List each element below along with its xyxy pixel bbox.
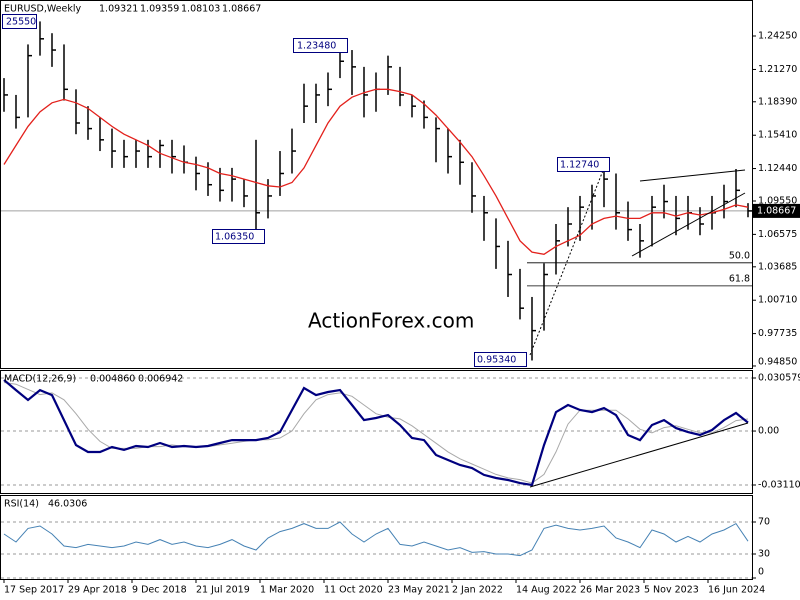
x-tick-label: 21 Jul 2019 — [196, 585, 250, 596]
x-tick-label: 26 Mar 2023 — [580, 585, 640, 596]
annotation-label: 1.23480 — [297, 41, 336, 52]
annotation-box — [557, 157, 610, 172]
annotation: 25550 1.23480 1.06350 0.95340 1.12740 — [2, 14, 610, 367]
channel-lower-line — [631, 192, 746, 257]
price-header-value: 1.09359 — [140, 4, 179, 15]
y-tick-label: 70 — [758, 517, 770, 528]
y-tick-label: 1.24250 — [758, 31, 797, 42]
annotation-label: 1.12740 — [560, 160, 599, 171]
y-tick-label: 0 — [758, 567, 764, 578]
x-tick-label: 16 Jun 2024 — [708, 585, 765, 596]
x-tick-label: 11 Oct 2020 — [324, 585, 383, 596]
x-tick-label: 1 Mar 2020 — [260, 585, 314, 596]
dotted-trend-line — [529, 162, 607, 356]
x-tick-label: 9 Dec 2018 — [132, 585, 187, 596]
line-series — [3, 379, 749, 487]
watermark: ActionForex.com — [308, 309, 474, 333]
rsi-header-value: 46.0306 — [48, 499, 87, 510]
x-tick-label: 14 Aug 2022 — [516, 585, 577, 596]
x-tick-label: 29 Apr 2018 — [68, 585, 127, 596]
price-header-value: 1.09321 — [99, 4, 138, 15]
annotation-box — [474, 352, 527, 367]
rsi-header-title: RSI(14) — [4, 499, 39, 510]
plot-layer: 1.24250 1.21270 1.18390 1.15410 1.12440 1.095… — [1, 21, 800, 596]
y-tick-label: 0.030579 — [758, 372, 800, 383]
price-header-title: EURUSD,Weekly — [4, 4, 82, 15]
macd-trend-line — [529, 422, 749, 488]
y-tick-label: 1.00710 — [758, 295, 797, 306]
line-series — [3, 88, 749, 255]
fib-label: 50.0 — [729, 250, 750, 261]
x-tick-label: 23 May 2021 — [388, 585, 450, 596]
channel-upper-line — [639, 169, 746, 182]
y-tick-label: 1.18390 — [758, 96, 797, 107]
x-tick-label: 2 Jan 2022 — [452, 585, 503, 596]
annotation-label: 0.95340 — [477, 355, 516, 366]
current-price-label: 1.08667 — [757, 205, 796, 216]
price-header-value: 1.08667 — [222, 4, 261, 15]
fib-label: 61.8 — [729, 273, 750, 284]
y-tick-label: 0.94850 — [758, 357, 797, 368]
y-tick-label: 1.12440 — [758, 163, 797, 174]
annotation-label: 1.06350 — [215, 232, 254, 243]
y-tick-label: 30 — [758, 549, 770, 560]
annotation-box — [2, 14, 37, 29]
macd-header-value: 0.004860 — [90, 374, 135, 385]
annotation-box — [212, 229, 265, 244]
y-tick-label: 1.09550 — [758, 195, 797, 206]
y-tick-label: -0.031108 — [758, 479, 800, 490]
macd-header-title: MACD(12,26,9) — [4, 374, 76, 385]
y-tick-label: 1.06575 — [758, 229, 797, 240]
current-price-box — [753, 203, 800, 218]
price-panel-frame — [0, 0, 753, 369]
rsi-panel-frame — [0, 495, 753, 580]
y-tick-label: 1.21270 — [758, 64, 797, 75]
y-tick-label: 0.97735 — [758, 328, 797, 339]
annotation-label: 25550 — [6, 17, 36, 28]
y-tick-label: 1.15410 — [758, 130, 797, 141]
price-header-value: 1.08103 — [181, 4, 220, 15]
macd-panel-frame — [0, 370, 753, 494]
line-series — [3, 521, 749, 557]
y-tick-label: 0.00 — [758, 426, 779, 437]
y-tick-label: 1.03685 — [758, 261, 797, 272]
x-tick-label: 17 Sep 2017 — [4, 585, 64, 596]
x-tick-label: 5 Nov 2023 — [644, 585, 699, 596]
annotation-box — [293, 38, 348, 53]
macd-header-value: 0.006942 — [138, 374, 183, 385]
